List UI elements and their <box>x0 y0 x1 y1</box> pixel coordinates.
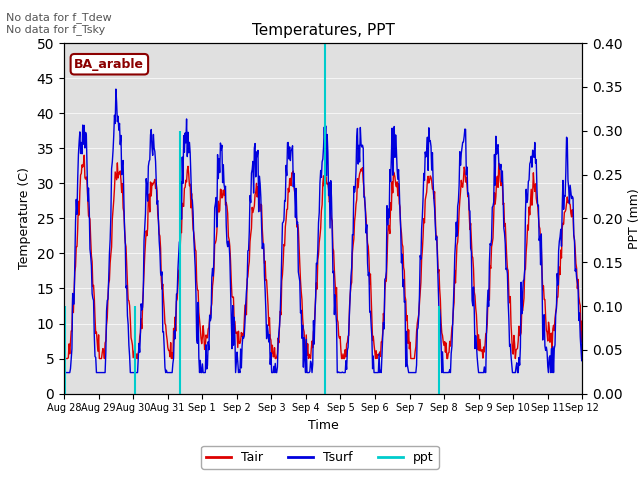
Tair <box>402 297 410 303</box>
Tair <box>387 200 394 206</box>
Tsurf <box>60 370 68 375</box>
Tsurf <box>124 313 131 319</box>
Text: No data for f_Tsky: No data for f_Tsky <box>6 24 106 35</box>
Tsurf <box>176 266 184 272</box>
Tsurf <box>204 362 211 368</box>
Tair <box>70 310 77 315</box>
X-axis label: Time: Time <box>308 419 339 432</box>
Tsurf <box>387 179 394 184</box>
Y-axis label: PPT (mm): PPT (mm) <box>628 188 640 249</box>
Tsurf <box>402 364 410 370</box>
Tair <box>81 152 88 158</box>
Text: BA_arable: BA_arable <box>74 58 145 71</box>
Y-axis label: Temperature (C): Temperature (C) <box>18 168 31 269</box>
Line: Tsurf: Tsurf <box>64 89 582 372</box>
Legend: Tair, Tsurf, ppt: Tair, Tsurf, ppt <box>202 446 438 469</box>
Text: No data for f_Tdew: No data for f_Tdew <box>6 12 112 23</box>
Tsurf <box>112 86 120 92</box>
Tair <box>579 329 586 335</box>
Line: Tair: Tair <box>64 155 582 359</box>
Title: Temperatures, PPT: Temperatures, PPT <box>252 23 395 38</box>
Tsurf <box>70 301 77 307</box>
Tair <box>60 356 68 361</box>
Tsurf <box>579 329 586 335</box>
Tair <box>176 249 184 254</box>
Tair <box>124 281 131 287</box>
Tair <box>204 335 211 341</box>
